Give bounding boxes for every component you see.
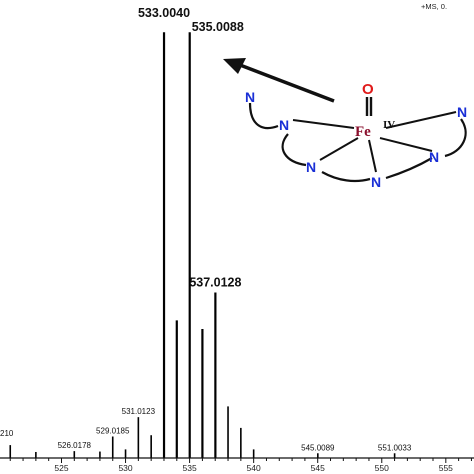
pointer-arrow-shaft: [239, 63, 335, 103]
bond-fe-n-bottom-left: [319, 137, 359, 161]
x-tick-label: 525: [54, 463, 68, 473]
fe-complex-structure: O Fe IV N N N N N N: [223, 58, 467, 190]
x-tick-label: 540: [247, 463, 261, 473]
nitrogen-atom: N: [457, 104, 467, 120]
ms-scan-label: +MS, 0.: [421, 2, 447, 11]
peak-label: 529.0185: [96, 427, 130, 436]
peak-label: 531.0123: [122, 407, 156, 416]
x-tick-label: 530: [118, 463, 132, 473]
ring-arc-left: [248, 102, 279, 130]
nitrogen-atom: N: [429, 149, 439, 165]
peak-label: 535.0088: [192, 20, 244, 34]
peak-label: 537.0128: [189, 275, 241, 289]
x-tick-label: 550: [375, 463, 389, 473]
peak-label-group: 210 526.0178 529.0185 531.0123 533.0040535.0…: [0, 6, 412, 452]
peak-group: [9, 32, 396, 458]
oxygen-atom: O: [362, 81, 374, 98]
bond-fe-n-right: [385, 111, 457, 129]
peak-label: 545.0089: [301, 443, 335, 452]
ring-arc-bottom-right: [385, 157, 433, 180]
bond-fe-n-bottom: [368, 139, 377, 173]
oxidation-state: IV: [383, 119, 395, 131]
peak-label: 210: [0, 429, 14, 438]
peak-label: 551.0033: [378, 443, 412, 452]
ring-arc-bottom: [321, 171, 371, 183]
nitrogen-atom: N: [245, 89, 255, 105]
pointer-arrow-head: [223, 58, 246, 74]
peak-label: 526.0178: [58, 441, 92, 450]
bond-fe-n-bottom-right: [379, 137, 433, 152]
bond-fe-n-left: [292, 119, 355, 129]
iron-atom: Fe: [355, 124, 371, 140]
x-tick-label: 555: [439, 463, 453, 473]
nitrogen-atom: N: [306, 159, 316, 175]
ring-arc-bottom-left: [281, 133, 307, 167]
peak-label: 533.0040: [138, 6, 190, 20]
x-tick-label: 535: [183, 463, 197, 473]
x-axis-ticks: 525 530 535 540 545 550 555: [9, 458, 472, 473]
nitrogen-atom: N: [371, 174, 381, 190]
ring-arc-right: [444, 118, 467, 158]
nitrogen-atom: N: [279, 117, 289, 133]
x-tick-label: 545: [311, 463, 325, 473]
